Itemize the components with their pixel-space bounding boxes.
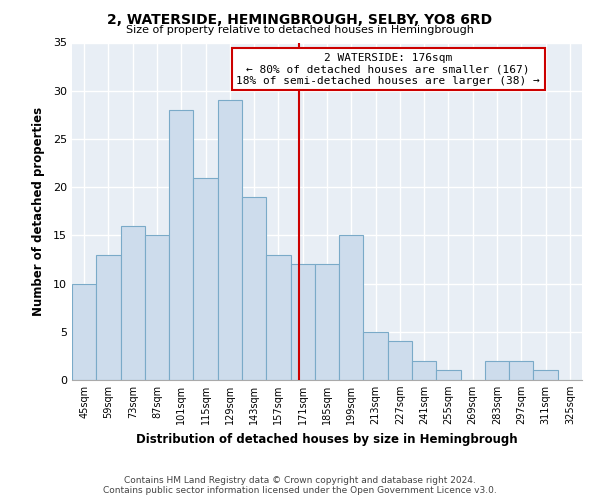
Bar [169,110,193,380]
Bar [266,254,290,380]
Bar [218,100,242,380]
Text: 2, WATERSIDE, HEMINGBROUGH, SELBY, YO8 6RD: 2, WATERSIDE, HEMINGBROUGH, SELBY, YO8 6… [107,12,493,26]
Text: 2 WATERSIDE: 176sqm
← 80% of detached houses are smaller (167)
18% of semi-detac: 2 WATERSIDE: 176sqm ← 80% of detached ho… [236,52,540,86]
Bar [193,178,218,380]
Bar [121,226,145,380]
Bar [412,360,436,380]
X-axis label: Distribution of detached houses by size in Hemingbrough: Distribution of detached houses by size … [136,432,518,446]
Bar [339,236,364,380]
Bar [145,236,169,380]
Bar [436,370,461,380]
Text: Contains HM Land Registry data © Crown copyright and database right 2024.
Contai: Contains HM Land Registry data © Crown c… [103,476,497,495]
Bar [509,360,533,380]
Y-axis label: Number of detached properties: Number of detached properties [32,106,44,316]
Bar [315,264,339,380]
Bar [485,360,509,380]
Bar [290,264,315,380]
Bar [96,254,121,380]
Bar [72,284,96,380]
Bar [242,197,266,380]
Bar [533,370,558,380]
Bar [364,332,388,380]
Text: Size of property relative to detached houses in Hemingbrough: Size of property relative to detached ho… [126,25,474,35]
Bar [388,342,412,380]
